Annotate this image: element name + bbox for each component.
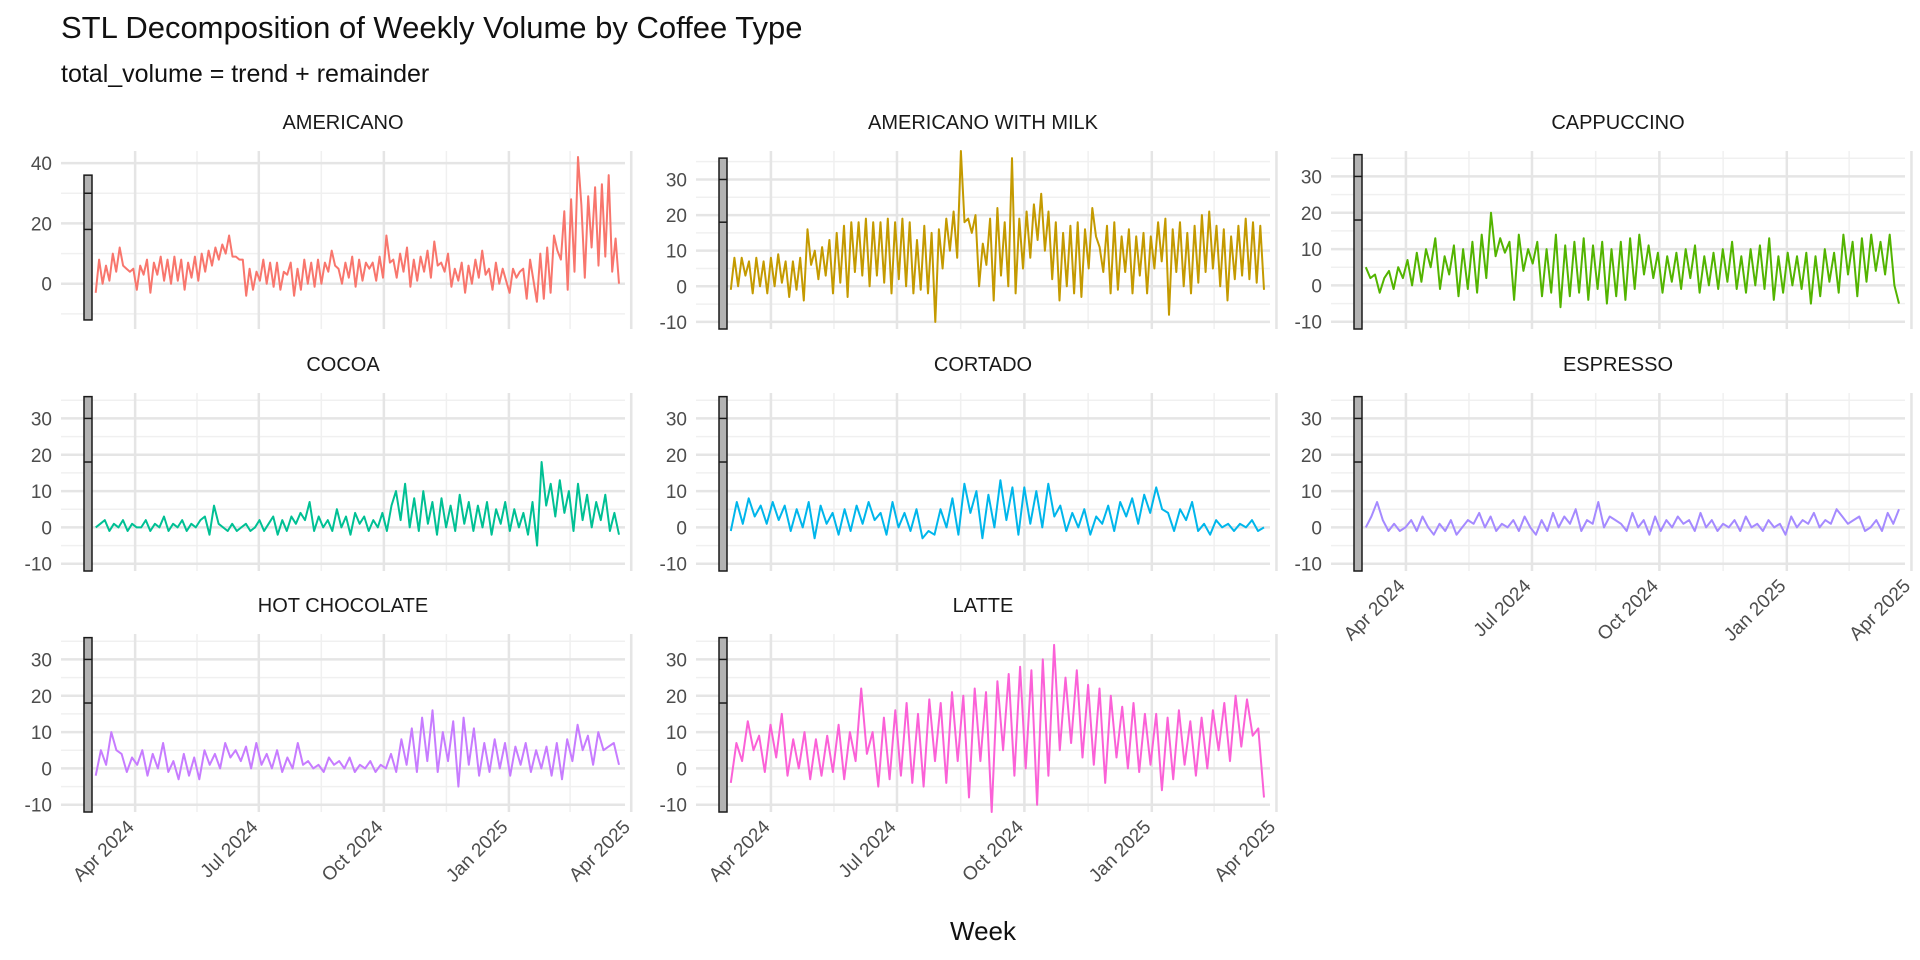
y-tick-label: 0 [676, 518, 687, 539]
y-tick-label: 30 [1301, 167, 1322, 188]
y-tick-label: 20 [1301, 204, 1322, 225]
y-tick-label: -10 [660, 313, 687, 334]
x-tick-label: Apr 2024 [1340, 575, 1410, 645]
y-tick-label: 30 [666, 170, 687, 191]
facet-panel: LATTE -10 0 10 20 30 Apr 2024 Jul 2024 Oct 2024 J… [660, 595, 1280, 887]
facet-panels: AMERICANO 0 20 40 AMERICANO WITH MILK -10 0 10 2… [25, 112, 1915, 887]
facet-panel: HOT CHOCOLATE -10 0 10 20 30 Apr 2024 Jul 2024 O… [25, 595, 635, 887]
x-tick-label: Oct 2024 [1594, 575, 1664, 645]
y-tick-label: -10 [1295, 313, 1322, 334]
y-tick-label: -10 [25, 555, 52, 576]
series-line [1364, 211, 1900, 309]
series-line [729, 479, 1265, 540]
y-tick-label: 10 [666, 242, 687, 263]
y-tick-label: 30 [666, 409, 687, 430]
scale-range-bar [718, 157, 728, 330]
y-tick-label: 0 [41, 518, 52, 539]
y-tick-label: 10 [666, 723, 687, 744]
scale-range-bar [83, 174, 93, 321]
facet-strip-label: CORTADO [934, 354, 1032, 376]
facet-strip-label: ESPRESSO [1563, 354, 1673, 376]
series-line [95, 461, 620, 547]
y-tick-label: 10 [31, 723, 52, 744]
x-tick-label: Apr 2025 [1211, 817, 1280, 886]
facet-strip-label: LATTE [953, 595, 1014, 617]
scale-range-bar [718, 636, 728, 813]
scale-range-bar [83, 636, 93, 813]
facet-panel: CAPPUCCINO -10 0 10 20 30 [1295, 112, 1913, 334]
facet-strip-label: COCOA [306, 354, 380, 376]
facet-strip-label: HOT CHOCOLATE [258, 595, 428, 617]
y-tick-label: 10 [1301, 482, 1322, 503]
scale-range-bar [1353, 153, 1363, 330]
series-line [94, 709, 620, 788]
facet-panel: CORTADO -10 0 10 20 30 [660, 354, 1278, 576]
scale-range-bar [718, 395, 728, 572]
y-tick-label: 0 [41, 275, 52, 296]
y-tick-label: 0 [676, 759, 687, 780]
x-axis-title: Week [950, 916, 1017, 946]
y-tick-label: 20 [1301, 446, 1322, 467]
y-tick-label: 20 [31, 687, 52, 708]
y-tick-label: -10 [1295, 555, 1322, 576]
x-tick-label: Jan 2025 [442, 817, 512, 887]
x-tick-label: Apr 2024 [69, 816, 139, 886]
y-tick-label: 0 [1311, 276, 1322, 297]
y-tick-label: 40 [31, 154, 52, 175]
y-tick-label: 20 [31, 214, 52, 235]
y-tick-label: 30 [31, 409, 52, 430]
x-tick-label: Oct 2024 [318, 816, 388, 886]
y-tick-label: 0 [676, 277, 687, 298]
facet-panel: AMERICANO 0 20 40 [31, 112, 633, 329]
series-line [729, 643, 1265, 813]
y-tick-label: 20 [666, 687, 687, 708]
series-line [94, 156, 620, 303]
x-tick-label: Jul 2024 [1470, 575, 1536, 641]
x-tick-label: Oct 2024 [959, 816, 1029, 886]
facet-strip-label: AMERICANO WITH MILK [868, 112, 1099, 134]
y-tick-label: 20 [31, 446, 52, 467]
x-tick-label: Apr 2025 [1846, 576, 1915, 645]
y-tick-label: 30 [666, 650, 687, 671]
scale-range-bar [1353, 395, 1363, 572]
facet-strip-label: CAPPUCCINO [1551, 112, 1684, 134]
y-tick-label: 30 [31, 650, 52, 671]
x-tick-label: Apr 2025 [565, 817, 634, 886]
facet-panel: COCOA -10 0 10 20 30 [25, 354, 633, 576]
y-tick-label: 20 [666, 446, 687, 467]
y-tick-label: 0 [41, 759, 52, 780]
y-tick-label: -10 [660, 796, 687, 817]
chart-title: STL Decomposition of Weekly Volume by Co… [61, 10, 803, 45]
y-tick-label: 30 [1301, 409, 1322, 430]
x-tick-label: Jan 2025 [1720, 576, 1790, 646]
series-line [1364, 501, 1900, 536]
facet-panel: ESPRESSO -10 0 10 20 30 Apr 2024 Jul 2024 Oct 20… [1295, 354, 1915, 646]
facet-strip-label: AMERICANO [282, 112, 403, 134]
series-line [729, 150, 1265, 323]
y-tick-label: 10 [1301, 240, 1322, 261]
y-tick-label: -10 [660, 555, 687, 576]
y-tick-label: 20 [666, 206, 687, 227]
facet-panel: AMERICANO WITH MILK -10 0 10 20 30 [660, 112, 1278, 334]
scale-range-bar [83, 395, 93, 572]
x-tick-label: Jan 2025 [1085, 817, 1155, 887]
y-tick-label: 10 [31, 482, 52, 503]
x-tick-label: Apr 2024 [705, 816, 775, 886]
y-tick-label: 10 [666, 482, 687, 503]
x-tick-label: Jul 2024 [835, 816, 901, 882]
chart-subtitle: total_volume = trend + remainder [61, 60, 429, 88]
y-tick-label: -10 [25, 796, 52, 817]
y-tick-label: 0 [1311, 518, 1322, 539]
x-tick-label: Jul 2024 [197, 816, 263, 882]
